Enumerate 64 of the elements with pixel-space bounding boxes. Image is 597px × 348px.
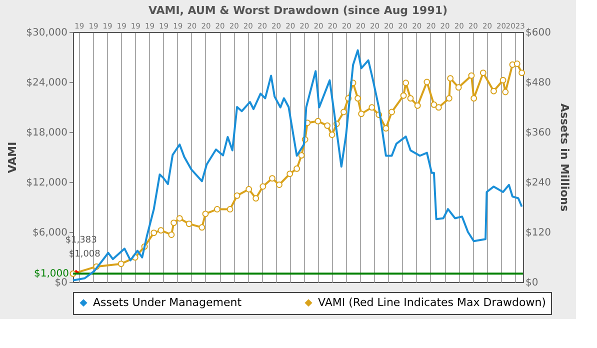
point bbox=[170, 220, 178, 226]
y-tick-label: $0 bbox=[54, 278, 68, 288]
point bbox=[424, 78, 430, 86]
y-axis-title: VAMI bbox=[6, 142, 20, 174]
legend-label: VAMI (Red Line Indicates Max Drawdown) bbox=[318, 296, 546, 309]
point bbox=[246, 186, 252, 192]
point bbox=[186, 220, 192, 228]
point bbox=[324, 122, 331, 129]
point bbox=[252, 195, 260, 202]
point bbox=[269, 175, 276, 182]
y2-tick-label: $120 bbox=[526, 228, 551, 238]
point bbox=[388, 108, 395, 116]
point bbox=[455, 84, 462, 91]
y2-tick-label: $360 bbox=[526, 128, 551, 138]
point bbox=[500, 76, 506, 84]
point bbox=[447, 75, 454, 82]
point bbox=[168, 232, 175, 238]
point bbox=[468, 72, 475, 79]
point bbox=[118, 260, 124, 268]
point bbox=[402, 80, 410, 86]
point bbox=[518, 70, 526, 76]
y-tick-label: $12,000 bbox=[26, 178, 68, 188]
point bbox=[354, 95, 362, 102]
y-tick-label: $30,000 bbox=[26, 28, 68, 38]
point bbox=[286, 170, 294, 178]
point bbox=[435, 104, 442, 111]
point bbox=[202, 210, 209, 218]
point bbox=[276, 182, 282, 188]
point bbox=[490, 88, 497, 94]
point bbox=[414, 102, 421, 109]
legend-label: Assets Under Management bbox=[93, 296, 242, 309]
point bbox=[358, 110, 365, 118]
point bbox=[328, 132, 336, 138]
point bbox=[198, 224, 206, 231]
point bbox=[298, 152, 305, 159]
point bbox=[368, 104, 376, 111]
y-tick-label: $6,000 bbox=[32, 228, 68, 238]
chart-title: VAMI, AUM & Worst Drawdown (since Aug 1991) bbox=[148, 4, 448, 17]
point bbox=[260, 183, 266, 190]
point bbox=[294, 165, 300, 172]
point bbox=[176, 215, 183, 222]
point bbox=[158, 227, 164, 234]
y2-tick-label: $480 bbox=[526, 78, 551, 88]
point bbox=[226, 206, 234, 212]
point bbox=[430, 101, 438, 108]
point bbox=[470, 95, 478, 102]
y2-tick-label: $600 bbox=[526, 28, 551, 38]
point bbox=[514, 60, 520, 67]
point bbox=[214, 206, 220, 212]
point bbox=[446, 95, 452, 102]
point bbox=[314, 118, 322, 124]
point bbox=[234, 192, 240, 199]
y-tick-label: $18,000 bbox=[26, 128, 68, 138]
point bbox=[340, 108, 347, 116]
point bbox=[382, 125, 390, 132]
point bbox=[407, 95, 414, 102]
point bbox=[400, 92, 407, 99]
point bbox=[480, 70, 486, 76]
point bbox=[502, 88, 509, 96]
y2-tick-label: $240 bbox=[526, 178, 551, 188]
y2-axis-title: Assets in Millions bbox=[558, 103, 571, 212]
point bbox=[150, 230, 158, 236]
y2-tick-label: $0 bbox=[526, 278, 538, 288]
y-tick-label: $24,000 bbox=[26, 78, 68, 88]
